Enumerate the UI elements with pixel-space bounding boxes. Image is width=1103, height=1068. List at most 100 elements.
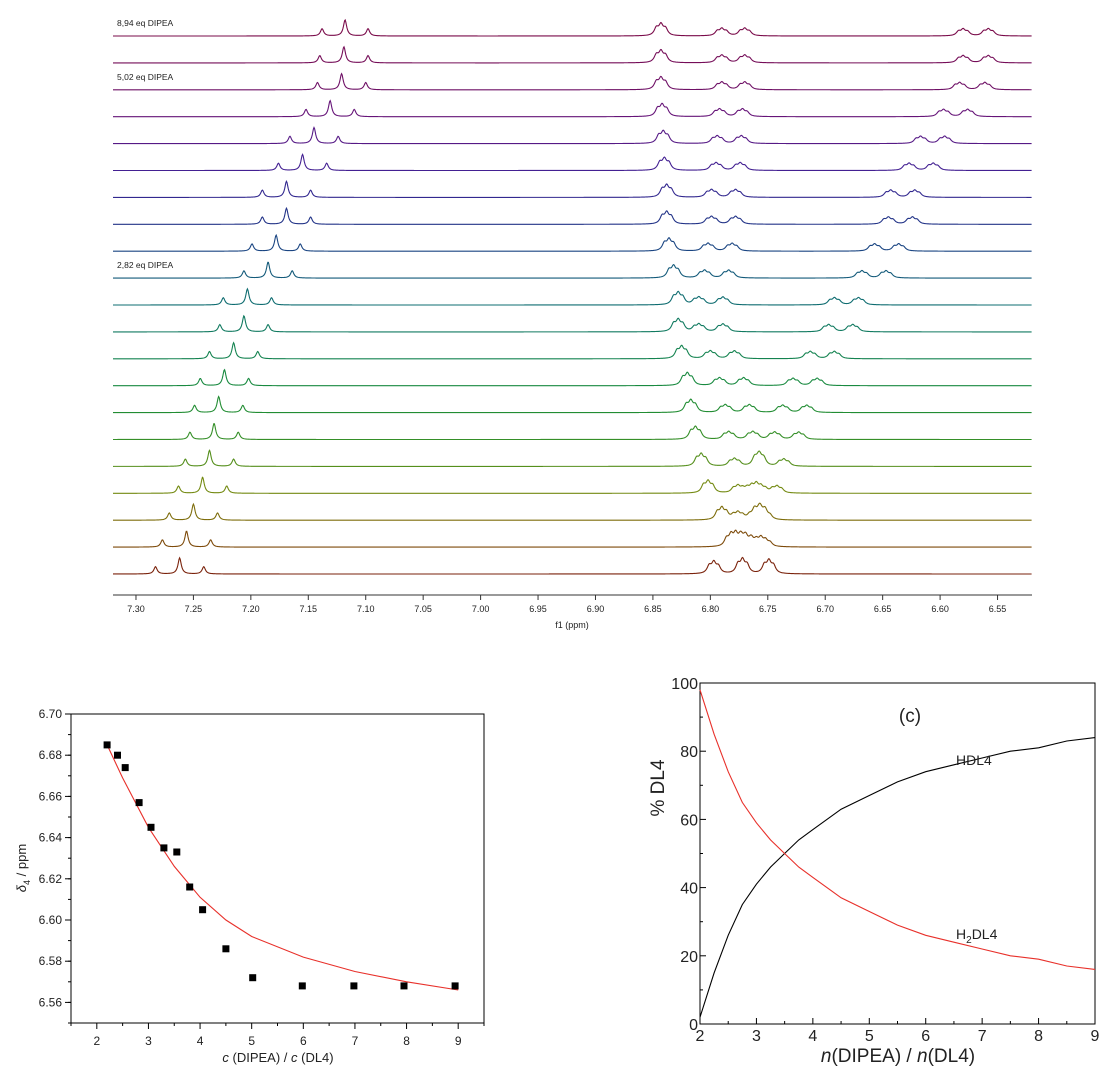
nmr-spectrum-trace: [113, 476, 1032, 494]
chart-c-y-tick-label: 80: [680, 744, 698, 761]
svg-text:c (DIPEA) / c (DL4): c (DIPEA) / c (DL4): [222, 1050, 333, 1065]
nmr-spectrum-trace: [113, 529, 1032, 548]
chart-c-y-tick-label: 20: [680, 949, 698, 966]
nmr-x-tick-label: 7.20: [242, 604, 260, 614]
chart-b-data-point: [400, 982, 408, 990]
nmr-x-tick-label: 6.55: [989, 604, 1007, 614]
chart-b-data-point: [160, 844, 168, 852]
nmr-spectrum-trace: [113, 126, 1032, 145]
chart-b-data-point: [451, 982, 459, 990]
chart-b-x-tick-label: 2: [93, 1034, 100, 1048]
nmr-spectrum-trace: [113, 395, 1032, 414]
chart-c-x-tick-label: 6: [921, 1028, 930, 1045]
nmr-spectrum-trace: [113, 233, 1032, 252]
chart-b-ticks-group: 2 3 4 5 6 7 8 9 6.56 6.58 6.60 6.62 6.64 6.66 6.68 6.70: [39, 707, 485, 1048]
chart-c-h2dl4-curve: [699, 689, 1096, 970]
chart-c-hdl4-curve: [699, 737, 1096, 1018]
svg-text:% DL4: % DL4: [648, 759, 669, 816]
nmr-x-tick-label: 6.95: [529, 604, 547, 614]
nmr-x-ticks-group: 7.30 7.25 7.20 7.15 7.10 7.05 7.00 6.95 6.90 6.85…: [127, 595, 1006, 614]
chart-c-y-tick-label: 40: [680, 881, 698, 898]
chart-b-y-tick-label: 6.64: [39, 831, 63, 845]
nmr-traces-group: [112, 18, 1032, 575]
nmr-spectrum-trace: [113, 206, 1032, 225]
chart-b-data-point: [199, 906, 207, 914]
chart-b-x-tick-label: 6: [300, 1034, 307, 1048]
nmr-x-tick-label: 6.80: [702, 604, 720, 614]
chart-c-h2dl4-label: H2DL4: [956, 926, 998, 946]
nmr-spectrum-trace: [113, 314, 1032, 333]
nmr-spectrum-trace: [113, 423, 1032, 441]
chart-b-y-tick-label: 6.62: [39, 872, 63, 886]
chart-c-panel-label: (c): [899, 706, 921, 727]
chart-b-y-axis-title: δ4 / ppm: [14, 844, 32, 892]
nmr-spectrum-trace: [112, 449, 1032, 467]
chart-b-fit-curve: [106, 744, 459, 991]
nmr-spectrum-trace: [113, 287, 1032, 306]
nmr-x-tick-label: 6.60: [931, 604, 949, 614]
chart-c-x-tick-label: 8: [1034, 1028, 1043, 1045]
nmr-x-tick-label: 7.05: [414, 604, 432, 614]
chart-b-data-point: [249, 974, 257, 982]
nmr-x-tick-label: 7.00: [472, 604, 490, 614]
chart-b-data-point: [173, 848, 181, 856]
chart-b-x-tick-label: 9: [455, 1034, 462, 1048]
chart-c-y-tick-label: 0: [689, 1017, 698, 1034]
chart-b-data-point: [103, 741, 111, 749]
nmr-spectrum-trace: [113, 45, 1032, 64]
chart-b-points-group: [103, 741, 459, 990]
svg-text:δ4 / ppm: δ4 / ppm: [14, 844, 32, 892]
chart-b-data-point: [186, 883, 194, 891]
chart-c-x-tick-label: 2: [696, 1028, 705, 1045]
chart-c-x-axis-title: n(DIPEA) / n(DL4): [821, 1046, 975, 1067]
nmr-spectrum-trace: [113, 153, 1032, 172]
nmr-spectrum-trace: [113, 341, 1032, 360]
chart-b-y-tick-label: 6.66: [39, 789, 63, 803]
nmr-equivalents-label: 2,82 eq DIPEA: [117, 260, 174, 270]
nmr-equivalents-label: 5,02 eq DIPEA: [117, 72, 174, 82]
chart-b-y-tick-label: 6.58: [39, 954, 63, 968]
chart-c-y-tick-label: 60: [680, 812, 698, 829]
chart-b-data-point: [114, 751, 121, 759]
nmr-equivalents-label: 8,94 eq DIPEA: [117, 18, 174, 28]
chart-b-data-point: [121, 764, 129, 772]
chart-c-y-axis-title: % DL4: [648, 759, 669, 816]
chart-b-y-tick-label: 6.68: [39, 748, 63, 762]
nmr-spectrum-trace: [113, 99, 1032, 118]
chart-b-data-point: [222, 945, 230, 953]
chart-c-hdl4-label: HDL4: [956, 752, 992, 768]
chart-b-x-tick-label: 8: [403, 1034, 410, 1048]
nmr-x-tick-label: 6.75: [759, 604, 777, 614]
nmr-spectrum-trace: [113, 261, 1032, 279]
chart-c-x-tick-label: 3: [752, 1028, 761, 1045]
chart-b-x-tick-label: 3: [145, 1034, 152, 1048]
nmr-x-tick-label: 7.30: [127, 604, 145, 614]
chart-c-x-tick-label: 7: [978, 1028, 987, 1045]
chart-b-frame: [70, 713, 485, 1024]
chart-b-data-point: [350, 982, 358, 990]
nmr-x-tick-label: 6.85: [644, 604, 662, 614]
nmr-x-tick-label: 7.25: [185, 604, 203, 614]
chart-c-frame: [699, 682, 1096, 1025]
nmr-spectrum-trace: [113, 179, 1032, 198]
nmr-x-tick-label: 6.90: [587, 604, 605, 614]
nmr-spectrum-trace: [113, 18, 1032, 37]
chart-c-x-tick-label: 5: [865, 1028, 874, 1045]
nmr-x-tick-label: 6.70: [816, 604, 834, 614]
nmr-x-axis-title: f1 (ppm): [555, 620, 589, 630]
chemical-shift-chart: 2 3 4 5 6 7 8 9 6.56 6.58 6.60 6.62 6.64 6.66 6.68 6.70…: [14, 707, 485, 1065]
chart-b-x-tick-label: 5: [248, 1034, 255, 1048]
nmr-spectrum-trace: [113, 502, 1032, 521]
chart-b-data-point: [298, 982, 306, 990]
nmr-annotations-group: 8,94 eq DIPEA 5,02 eq DIPEA 2,82 eq DIPEA: [117, 18, 174, 270]
chart-b-x-axis-title: c (DIPEA) / c (DL4): [222, 1050, 333, 1065]
chart-b-y-tick-label: 6.70: [39, 707, 63, 721]
species-distribution-chart: (c) 2 3 4 5 6 7 8 9 0 20 40 60 80 100 HDL4 H2DL4 n(DI…: [648, 676, 1100, 1067]
nmr-spectrum-trace: [113, 72, 1032, 91]
chart-c-y-tick-label: 100: [671, 676, 698, 693]
nmr-x-tick-label: 7.10: [357, 604, 375, 614]
chart-b-x-tick-label: 7: [352, 1034, 359, 1048]
chart-b-y-tick-label: 6.60: [39, 913, 63, 927]
